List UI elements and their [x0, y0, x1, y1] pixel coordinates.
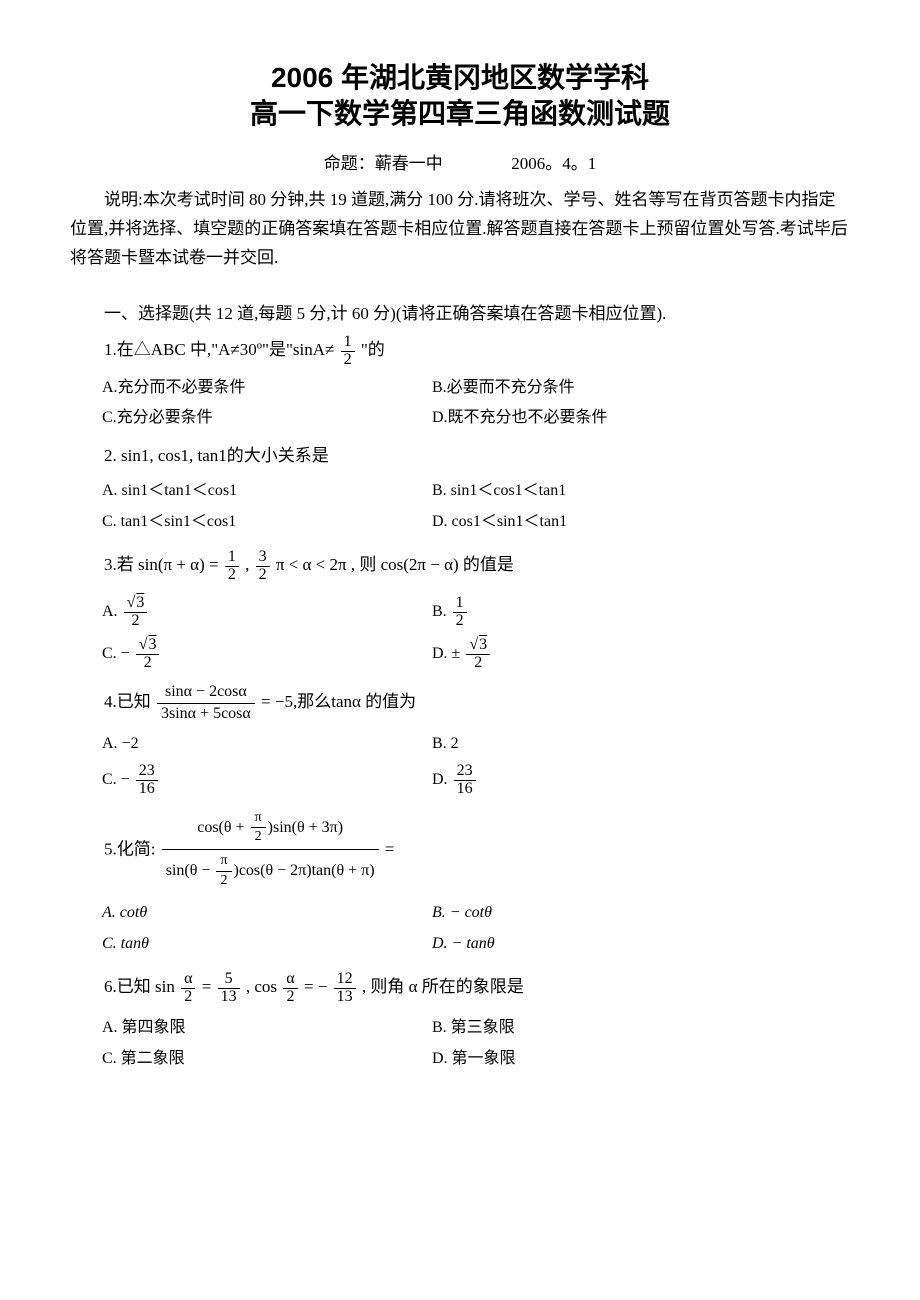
question-4: 4.已知 sinα − 2cosα 3sinα + 5cosα = −5,那么t… [104, 680, 850, 724]
q4-option-b: B. 2 [432, 729, 850, 759]
q3-suffix: π < α < 2π , 则 cos(2π − α) 的值是 [276, 555, 514, 574]
q3-frac-2: 32 [256, 549, 270, 584]
q5-prefix: 5.化简: [104, 839, 160, 858]
q1-options: A.充分而不必要条件 B.必要而不充分条件 C.充分必要条件 D.既不充分也不必… [102, 373, 850, 434]
q5-option-d: D. − tanθ [432, 929, 850, 959]
q3-frac-1: 12 [225, 549, 239, 584]
q3-option-c: C. − √32 [102, 633, 432, 675]
q3-option-d: D. ± √32 [432, 633, 850, 675]
question-3: 3.若 sin(π + α) = 12 , 32 π < α < 2π , 则 … [104, 543, 850, 587]
q1-text-suffix: "的 [361, 341, 385, 360]
q6-val-frac-2: 1213 [334, 971, 356, 1006]
page-title: 2006 年湖北黄冈地区数学学科 高一下数学第四章三角函数测试题 [70, 60, 850, 133]
q1-option-c: C.充分必要条件 [102, 403, 432, 433]
q6-suffix: , 则角 α 所在的象限是 [362, 977, 524, 996]
question-5: 5.化简: cos(θ + π2)sin(θ + 3π) sin(θ − π2)… [104, 807, 850, 893]
q2-option-d: D. cos1＜sin1＜tan1 [432, 507, 850, 537]
q2-options: A. sin1＜tan1＜cos1 B. sin1＜cos1＜tan1 C. t… [102, 476, 850, 537]
q6-prefix: 6.已知 sin [104, 977, 175, 996]
q3-option-a: A. √32 [102, 591, 432, 633]
q1-option-a: A.充分而不必要条件 [102, 373, 432, 403]
q1-option-d: D.既不充分也不必要条件 [432, 403, 850, 433]
q3-options: A. √32 B. 12 C. − √32 D. ± √32 [102, 591, 850, 674]
q5-options: A. cotθ B. − cotθ C. tanθ D. − tanθ [102, 898, 850, 959]
q6-arg-frac-2: α2 [283, 971, 297, 1006]
q4-fraction: sinα − 2cosα 3sinα + 5cosα [157, 682, 255, 725]
q4-option-d: D. 2316 [432, 759, 850, 801]
section-1-heading: 一、选择题(共 12 道,每题 5 分,计 60 分)(请将正确答案填在答题卡相… [70, 301, 850, 327]
subtitle-date: 2006。4。1 [511, 154, 596, 173]
q6-options: A. 第四象限 B. 第三象限 C. 第二象限 D. 第一象限 [102, 1013, 850, 1074]
q4-option-c: C. − 2316 [102, 759, 432, 801]
subtitle-author: 命题：蕲春一中 [324, 154, 443, 173]
subtitle: 命题：蕲春一中 2006。4。1 [70, 151, 850, 177]
q1-text-prefix: 1.在△ABC 中,"A≠30º"是"sinA≠ [104, 341, 334, 360]
q2-option-c: C. tan1＜sin1＜cos1 [102, 507, 432, 537]
q5-option-c: C. tanθ [102, 929, 432, 959]
q5-suffix: = [385, 839, 395, 858]
q6-option-b: B. 第三象限 [432, 1013, 850, 1043]
q6-val-frac-1: 513 [218, 971, 240, 1006]
q6-arg-frac-1: α2 [181, 971, 195, 1006]
title-line-2: 高一下数学第四章三角函数测试题 [70, 96, 850, 132]
title-line-1: 2006 年湖北黄冈地区数学学科 [70, 60, 850, 96]
instructions: 说明:本次考试时间 80 分钟,共 19 道题,满分 100 分.请将班次、学号… [70, 186, 850, 273]
q6-option-a: A. 第四象限 [102, 1013, 432, 1043]
question-1: 1.在△ABC 中,"A≠30º"是"sinA≠ 1 2 "的 [104, 334, 850, 369]
q6-option-d: D. 第一象限 [432, 1044, 850, 1074]
q6-option-c: C. 第二象限 [102, 1044, 432, 1074]
q1-option-b: B.必要而不充分条件 [432, 373, 850, 403]
q2-option-a: A. sin1＜tan1＜cos1 [102, 476, 432, 506]
q4-options: A. −2 B. 2 C. − 2316 D. 2316 [102, 729, 850, 801]
q3-prefix: 3.若 sin(π + α) = [104, 555, 223, 574]
q4-suffix: = −5,那么tanα 的值为 [261, 692, 416, 711]
q3-option-b: B. 12 [432, 591, 850, 633]
q4-prefix: 4.已知 [104, 692, 151, 711]
q4-option-a: A. −2 [102, 729, 432, 759]
q5-option-a: A. cotθ [102, 898, 432, 928]
q1-fraction: 1 2 [341, 334, 355, 369]
question-6: 6.已知 sin α2 = 513 , cos α2 = − 1213 , 则角… [104, 965, 850, 1009]
q5-fraction: cos(θ + π2)sin(θ + 3π) sin(θ − π2)cos(θ … [162, 807, 379, 893]
q2-option-b: B. sin1＜cos1＜tan1 [432, 476, 850, 506]
question-2: 2. sin1, cos1, tan1的大小关系是 [104, 440, 850, 472]
q5-option-b: B. − cotθ [432, 898, 850, 928]
